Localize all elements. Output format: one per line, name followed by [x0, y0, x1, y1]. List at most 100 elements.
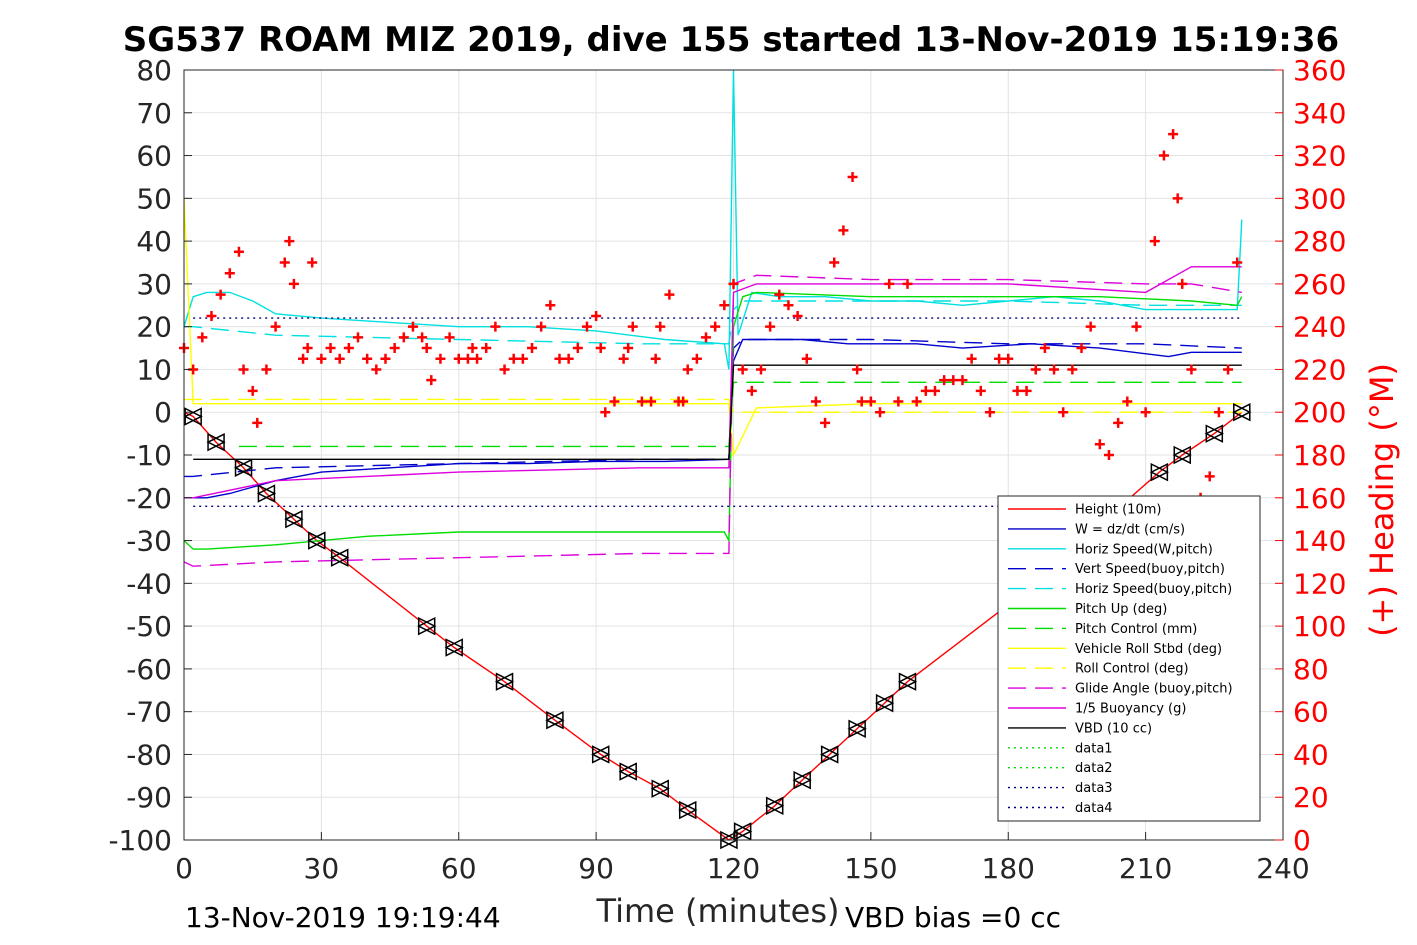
heading-point [1085, 321, 1096, 332]
footer-vbd-bias: VBD bias =0 cc [845, 901, 1061, 934]
footer-timestamp: 13-Nov-2019 19:19:44 [185, 901, 501, 934]
heading-point [481, 343, 492, 354]
heading-point [609, 396, 620, 407]
y-tick-label: 60 [136, 140, 172, 173]
depth-marker [284, 509, 304, 529]
depth-marker [1172, 445, 1192, 465]
heading-point [1058, 407, 1069, 418]
heading-point [581, 321, 592, 332]
x-tick-label: 150 [844, 852, 897, 885]
heading-point [829, 257, 840, 268]
heading-point [417, 332, 428, 343]
legend-label: Glide Angle (buoy,pitch) [1075, 682, 1233, 697]
y-right-tick-label: 300 [1293, 182, 1346, 215]
heading-point [499, 364, 510, 375]
y-axis-right: 0 20 40 60 80 100 120 140 160 180 200 220 240 260 280 3… [1275, 54, 1346, 857]
heading-point [536, 321, 547, 332]
heading-point [1012, 385, 1023, 396]
y-right-tick-label: 20 [1293, 781, 1329, 814]
depth-marker [444, 638, 464, 657]
x-tick-label: 210 [1119, 852, 1172, 885]
heading-point [646, 396, 657, 407]
legend-label: VBD (10 cc) [1075, 721, 1152, 736]
heading-point [316, 353, 327, 364]
y-right-tick-label: 100 [1293, 610, 1346, 643]
y-right-tick-label: 260 [1293, 268, 1346, 301]
heading-point [279, 257, 290, 268]
heading-point [746, 385, 757, 396]
y-right-tick-label: 240 [1293, 311, 1346, 344]
legend-label: Horiz Speed(W,pitch) [1075, 542, 1213, 557]
heading-point [545, 300, 556, 311]
legend-label: Horiz Speed(buoy,pitch) [1075, 582, 1232, 597]
heading-point [783, 300, 794, 311]
series-line-1 [184, 338, 1242, 499]
y-right-tick-label: 80 [1293, 653, 1329, 686]
depth-marker [847, 719, 867, 738]
x-tick-label: 30 [304, 852, 340, 885]
heading-point [508, 353, 519, 364]
y-tick-label: -60 [126, 653, 172, 686]
heading-point [284, 236, 295, 247]
legend-label: data1 [1075, 741, 1113, 756]
heading-point [426, 375, 437, 386]
legend-label: data4 [1075, 801, 1113, 816]
heading-point [444, 332, 455, 343]
x-tick-label: 240 [1256, 852, 1309, 885]
heading-point [421, 343, 432, 354]
heading-point [1204, 471, 1215, 482]
legend-label: Pitch Up (deg) [1075, 602, 1167, 617]
heading-point [563, 353, 574, 364]
x-tick-label: 180 [982, 852, 1035, 885]
chart-title: SG537 ROAM MIZ 2019, dive 155 started 13… [123, 20, 1339, 60]
heading-point [247, 385, 258, 396]
heading-points [179, 129, 1243, 503]
y-tick-label: -20 [126, 482, 172, 515]
heading-point [362, 353, 373, 364]
depth-marker [732, 822, 753, 841]
heading-point [462, 353, 473, 364]
heading-point [298, 353, 309, 364]
x-tick-label: 90 [578, 852, 614, 885]
heading-point [472, 353, 483, 364]
depth-marker [678, 800, 698, 820]
y-tick-label: 40 [136, 225, 172, 258]
y-right-tick-label: 320 [1293, 140, 1346, 173]
depth-marker [765, 796, 785, 815]
heading-point [307, 257, 318, 268]
series-line-5 [183, 291, 1243, 550]
heading-point [517, 353, 528, 364]
depth-marker [307, 531, 327, 550]
y-tick-label: -50 [126, 610, 172, 643]
y-right-tick-label: 360 [1293, 54, 1346, 87]
x-tick-label: 0 [175, 852, 193, 885]
heading-point [398, 332, 409, 343]
y-right-tick-label: 220 [1293, 353, 1346, 386]
legend-label: Pitch Control (mm) [1075, 622, 1197, 637]
heading-point [453, 353, 464, 364]
depth-marker [874, 693, 895, 713]
y-axis-left: -100-90-80-70-60-50-40-30-20-10010203040… [108, 54, 192, 857]
y-right-tick-label: 60 [1293, 696, 1329, 729]
depth-marker [545, 711, 565, 730]
heading-point [911, 396, 922, 407]
y-right-tick-label: 200 [1293, 396, 1346, 429]
legend-label: data2 [1075, 761, 1113, 776]
heading-point [233, 246, 244, 257]
heading-point [270, 321, 281, 332]
heading-point [755, 364, 766, 375]
y-right-tick-label: 280 [1293, 225, 1346, 258]
y-tick-label: -80 [126, 738, 172, 771]
y-right-tick-label: 340 [1293, 97, 1346, 130]
heading-point [554, 353, 565, 364]
heading-point [1131, 321, 1142, 332]
heading-point [618, 353, 629, 364]
heading-point [1076, 343, 1087, 354]
y-right-tick-label: 40 [1293, 738, 1329, 771]
heading-point [838, 225, 849, 236]
heading-point [856, 396, 867, 407]
heading-point [664, 289, 675, 300]
y-right-tick-label: 0 [1293, 824, 1311, 857]
heading-point [920, 385, 931, 396]
heading-point [939, 375, 950, 386]
